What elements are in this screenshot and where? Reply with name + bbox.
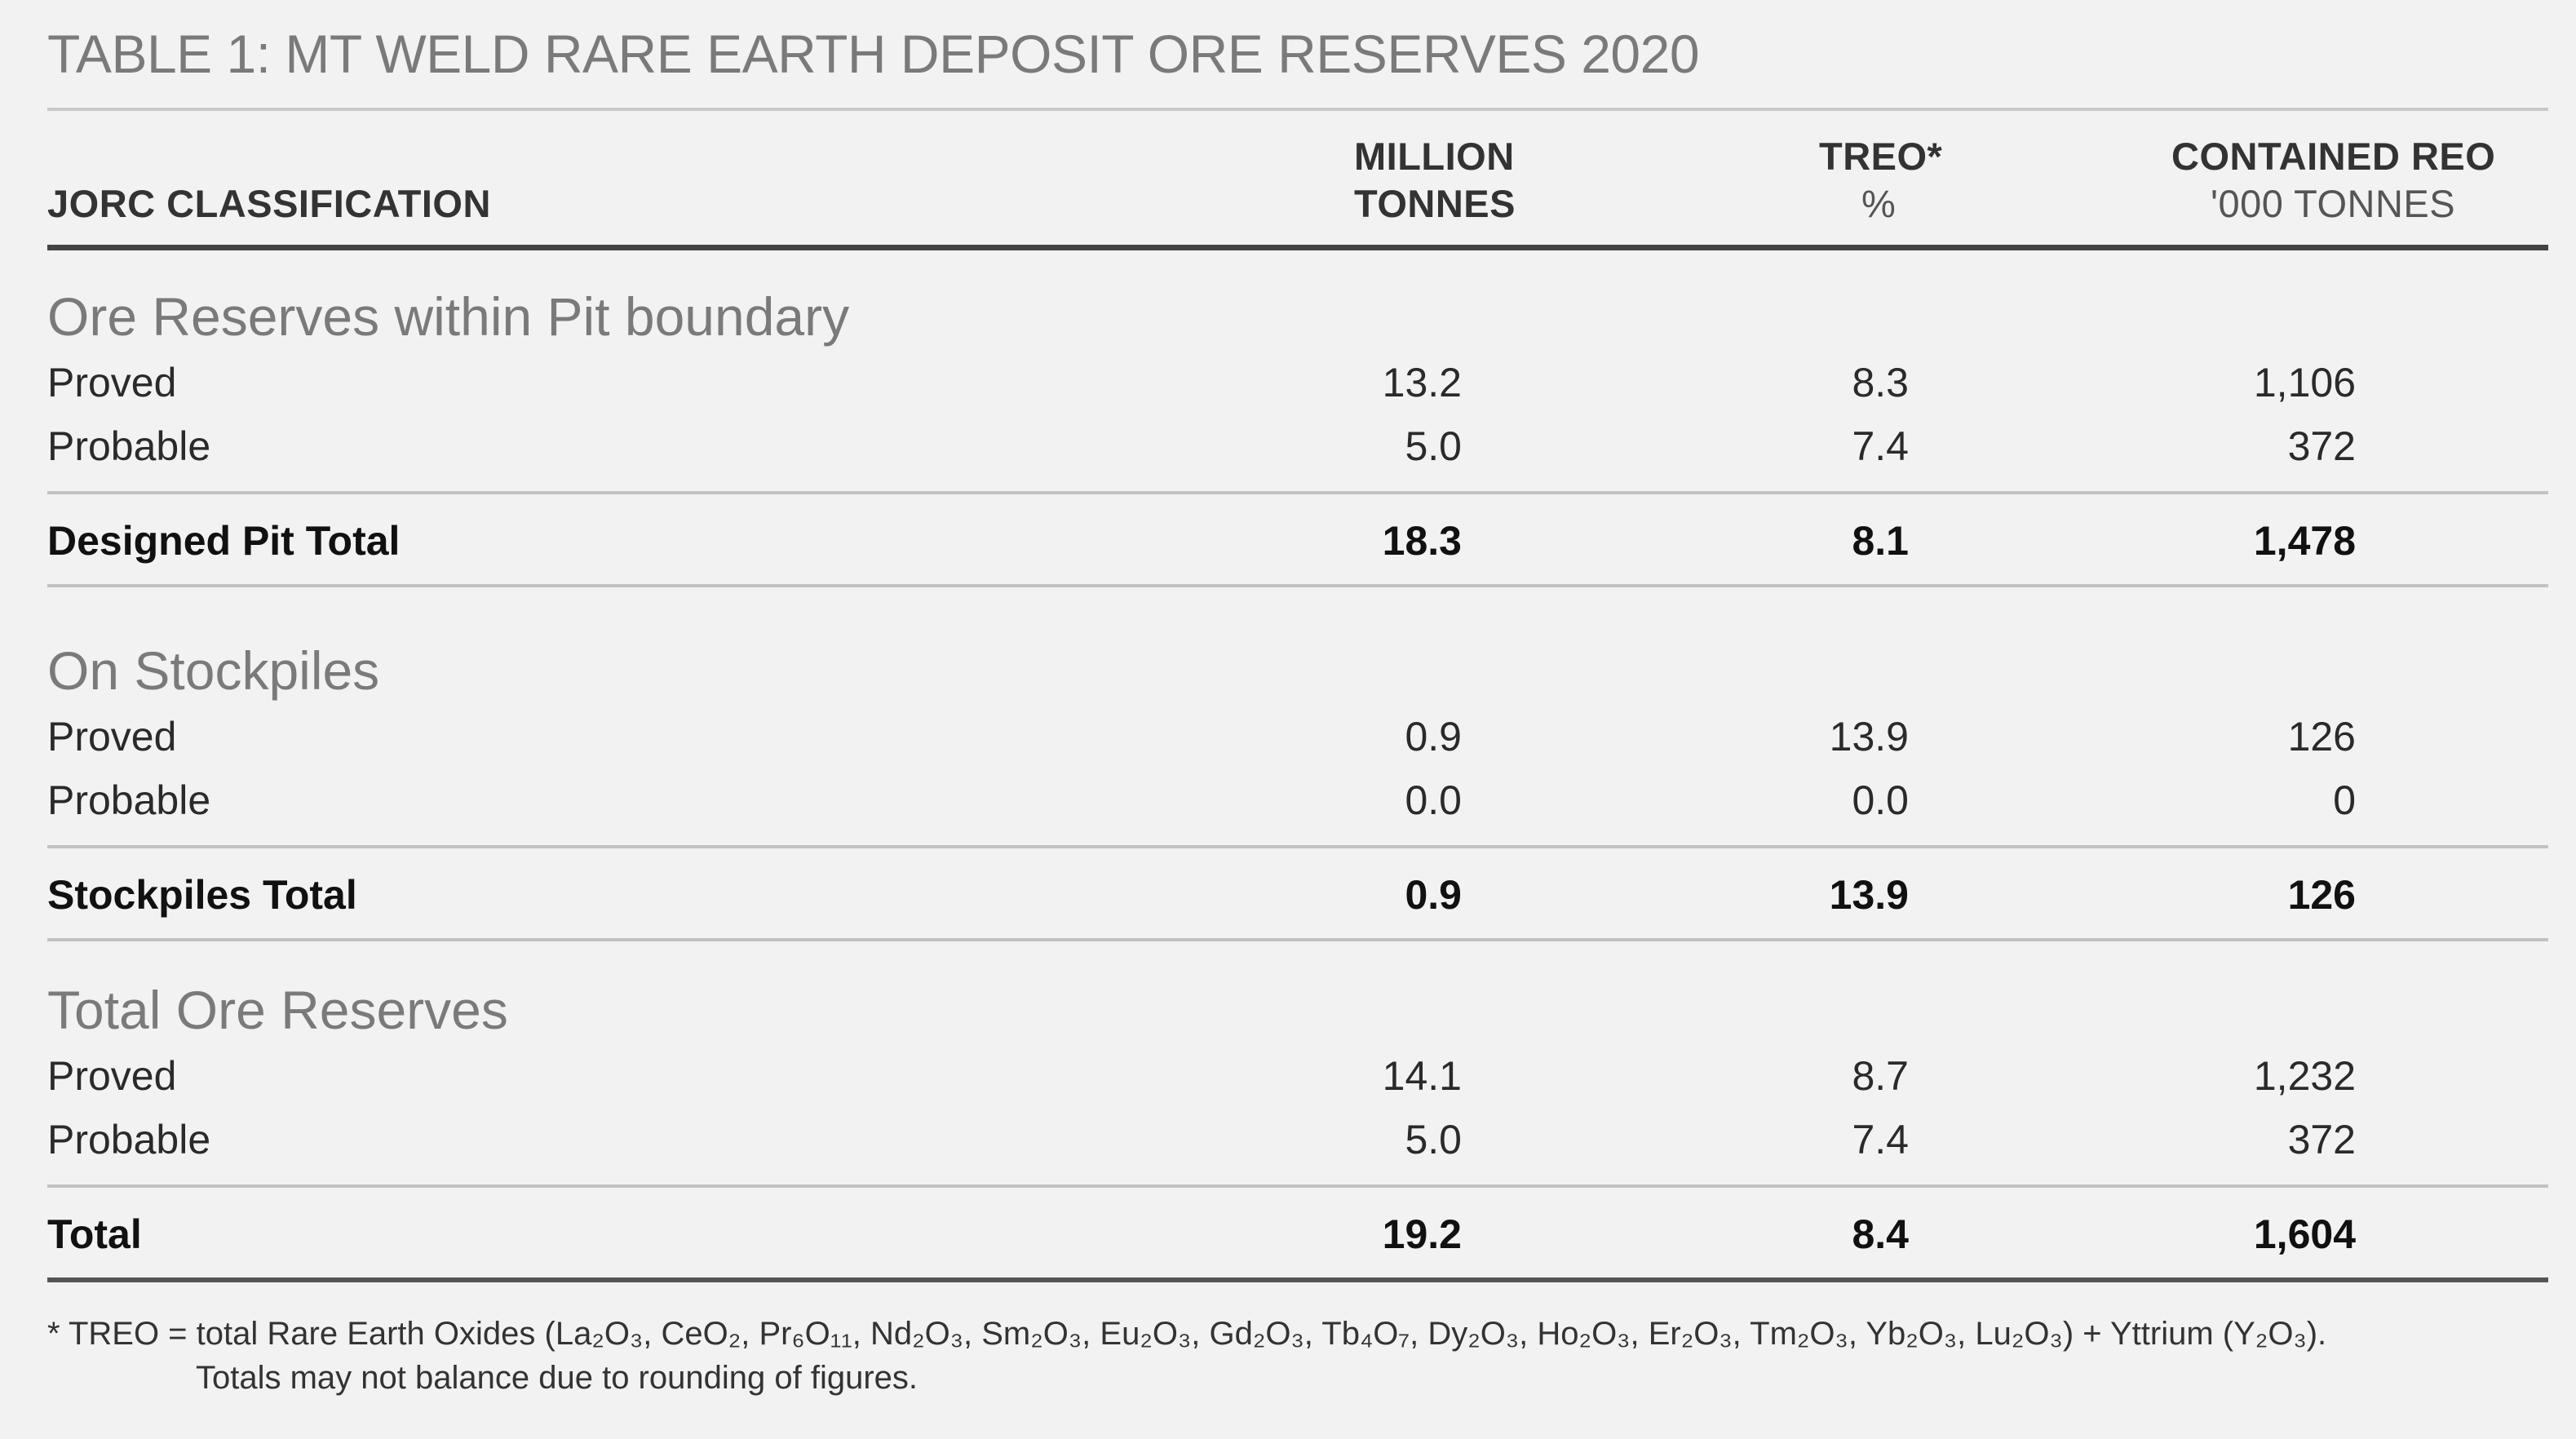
- row-divider: [47, 1184, 2548, 1188]
- grand-total-treo: 8.4: [1852, 1211, 1909, 1257]
- header-contained-reo-line1: CONTAINED REO: [2171, 135, 2496, 178]
- cell-treo: 8.7: [1852, 1053, 1909, 1099]
- cell-treo: 7.4: [1852, 423, 1909, 469]
- row-divider: [47, 584, 2548, 587]
- section-title-stockpiles: On Stockpiles: [47, 640, 380, 701]
- cell-reo: 1,232: [2253, 1053, 2356, 1099]
- header-treo-line2: %: [1861, 182, 1897, 225]
- cell-treo: 13.9: [1829, 714, 1909, 759]
- cell-reo: 372: [2287, 423, 2356, 469]
- cell-tonnes: 5.0: [1405, 423, 1462, 469]
- row-label: Proved: [47, 714, 177, 759]
- header-million-tonnes-line2: TONNES: [1354, 182, 1516, 225]
- cell-treo: 8.3: [1852, 360, 1909, 405]
- row-divider: [47, 491, 2548, 494]
- footnote: * TREO = total Rare Earth Oxides (La₂O₃,…: [47, 1312, 2326, 1400]
- section-title-pit: Ore Reserves within Pit boundary: [47, 286, 850, 347]
- cell-tonnes: 0.9: [1405, 714, 1462, 759]
- cell-reo: 372: [2287, 1117, 2356, 1162]
- total-treo: 13.9: [1829, 872, 1909, 918]
- cell-tonnes: 0.0: [1405, 777, 1462, 823]
- total-treo: 8.1: [1852, 518, 1909, 564]
- cell-tonnes: 13.2: [1382, 360, 1462, 405]
- footnote-line2: Totals may not balance due to rounding o…: [196, 1360, 918, 1396]
- footnote-line1: * TREO = total Rare Earth Oxides (La₂O₃,…: [47, 1316, 2327, 1352]
- row-label: Proved: [47, 360, 177, 405]
- row-divider: [47, 845, 2548, 848]
- total-reo: 1,478: [2253, 518, 2356, 564]
- table-bottom-rule: [47, 1277, 2548, 1282]
- row-label: Proved: [47, 1053, 177, 1099]
- header-classification: JORC CLASSIFICATION: [47, 182, 491, 225]
- header-treo-line1: TREO*: [1819, 135, 1943, 178]
- cell-reo: 0: [2333, 777, 2356, 823]
- row-label: Probable: [47, 423, 211, 469]
- cell-treo: 7.4: [1852, 1117, 1909, 1162]
- cell-treo: 0.0: [1852, 777, 1909, 823]
- header-divider: [47, 245, 2548, 250]
- section-title-total-ore: Total Ore Reserves: [47, 980, 508, 1040]
- total-label: Stockpiles Total: [47, 872, 357, 918]
- header-contained-reo-line2: '000 TONNES: [2211, 182, 2456, 225]
- cell-reo: 1,106: [2253, 360, 2356, 405]
- total-reo: 126: [2287, 872, 2356, 918]
- cell-tonnes: 14.1: [1382, 1053, 1462, 1099]
- cell-tonnes: 5.0: [1405, 1117, 1462, 1162]
- row-label: Probable: [47, 1117, 211, 1162]
- header-million-tonnes-line1: MILLION: [1354, 135, 1515, 178]
- grand-total-label: Total: [47, 1211, 142, 1257]
- total-tonnes: 0.9: [1405, 872, 1462, 918]
- grand-total-tonnes: 19.2: [1382, 1211, 1462, 1257]
- total-tonnes: 18.3: [1382, 518, 1462, 564]
- row-divider: [47, 938, 2548, 941]
- total-label: Designed Pit Total: [47, 518, 401, 564]
- cell-reo: 126: [2287, 714, 2356, 759]
- title-divider: [47, 108, 2548, 111]
- grand-total-reo: 1,604: [2253, 1211, 2356, 1257]
- row-label: Probable: [47, 777, 211, 823]
- table-title: TABLE 1: MT WELD RARE EARTH DEPOSIT ORE …: [47, 24, 1700, 84]
